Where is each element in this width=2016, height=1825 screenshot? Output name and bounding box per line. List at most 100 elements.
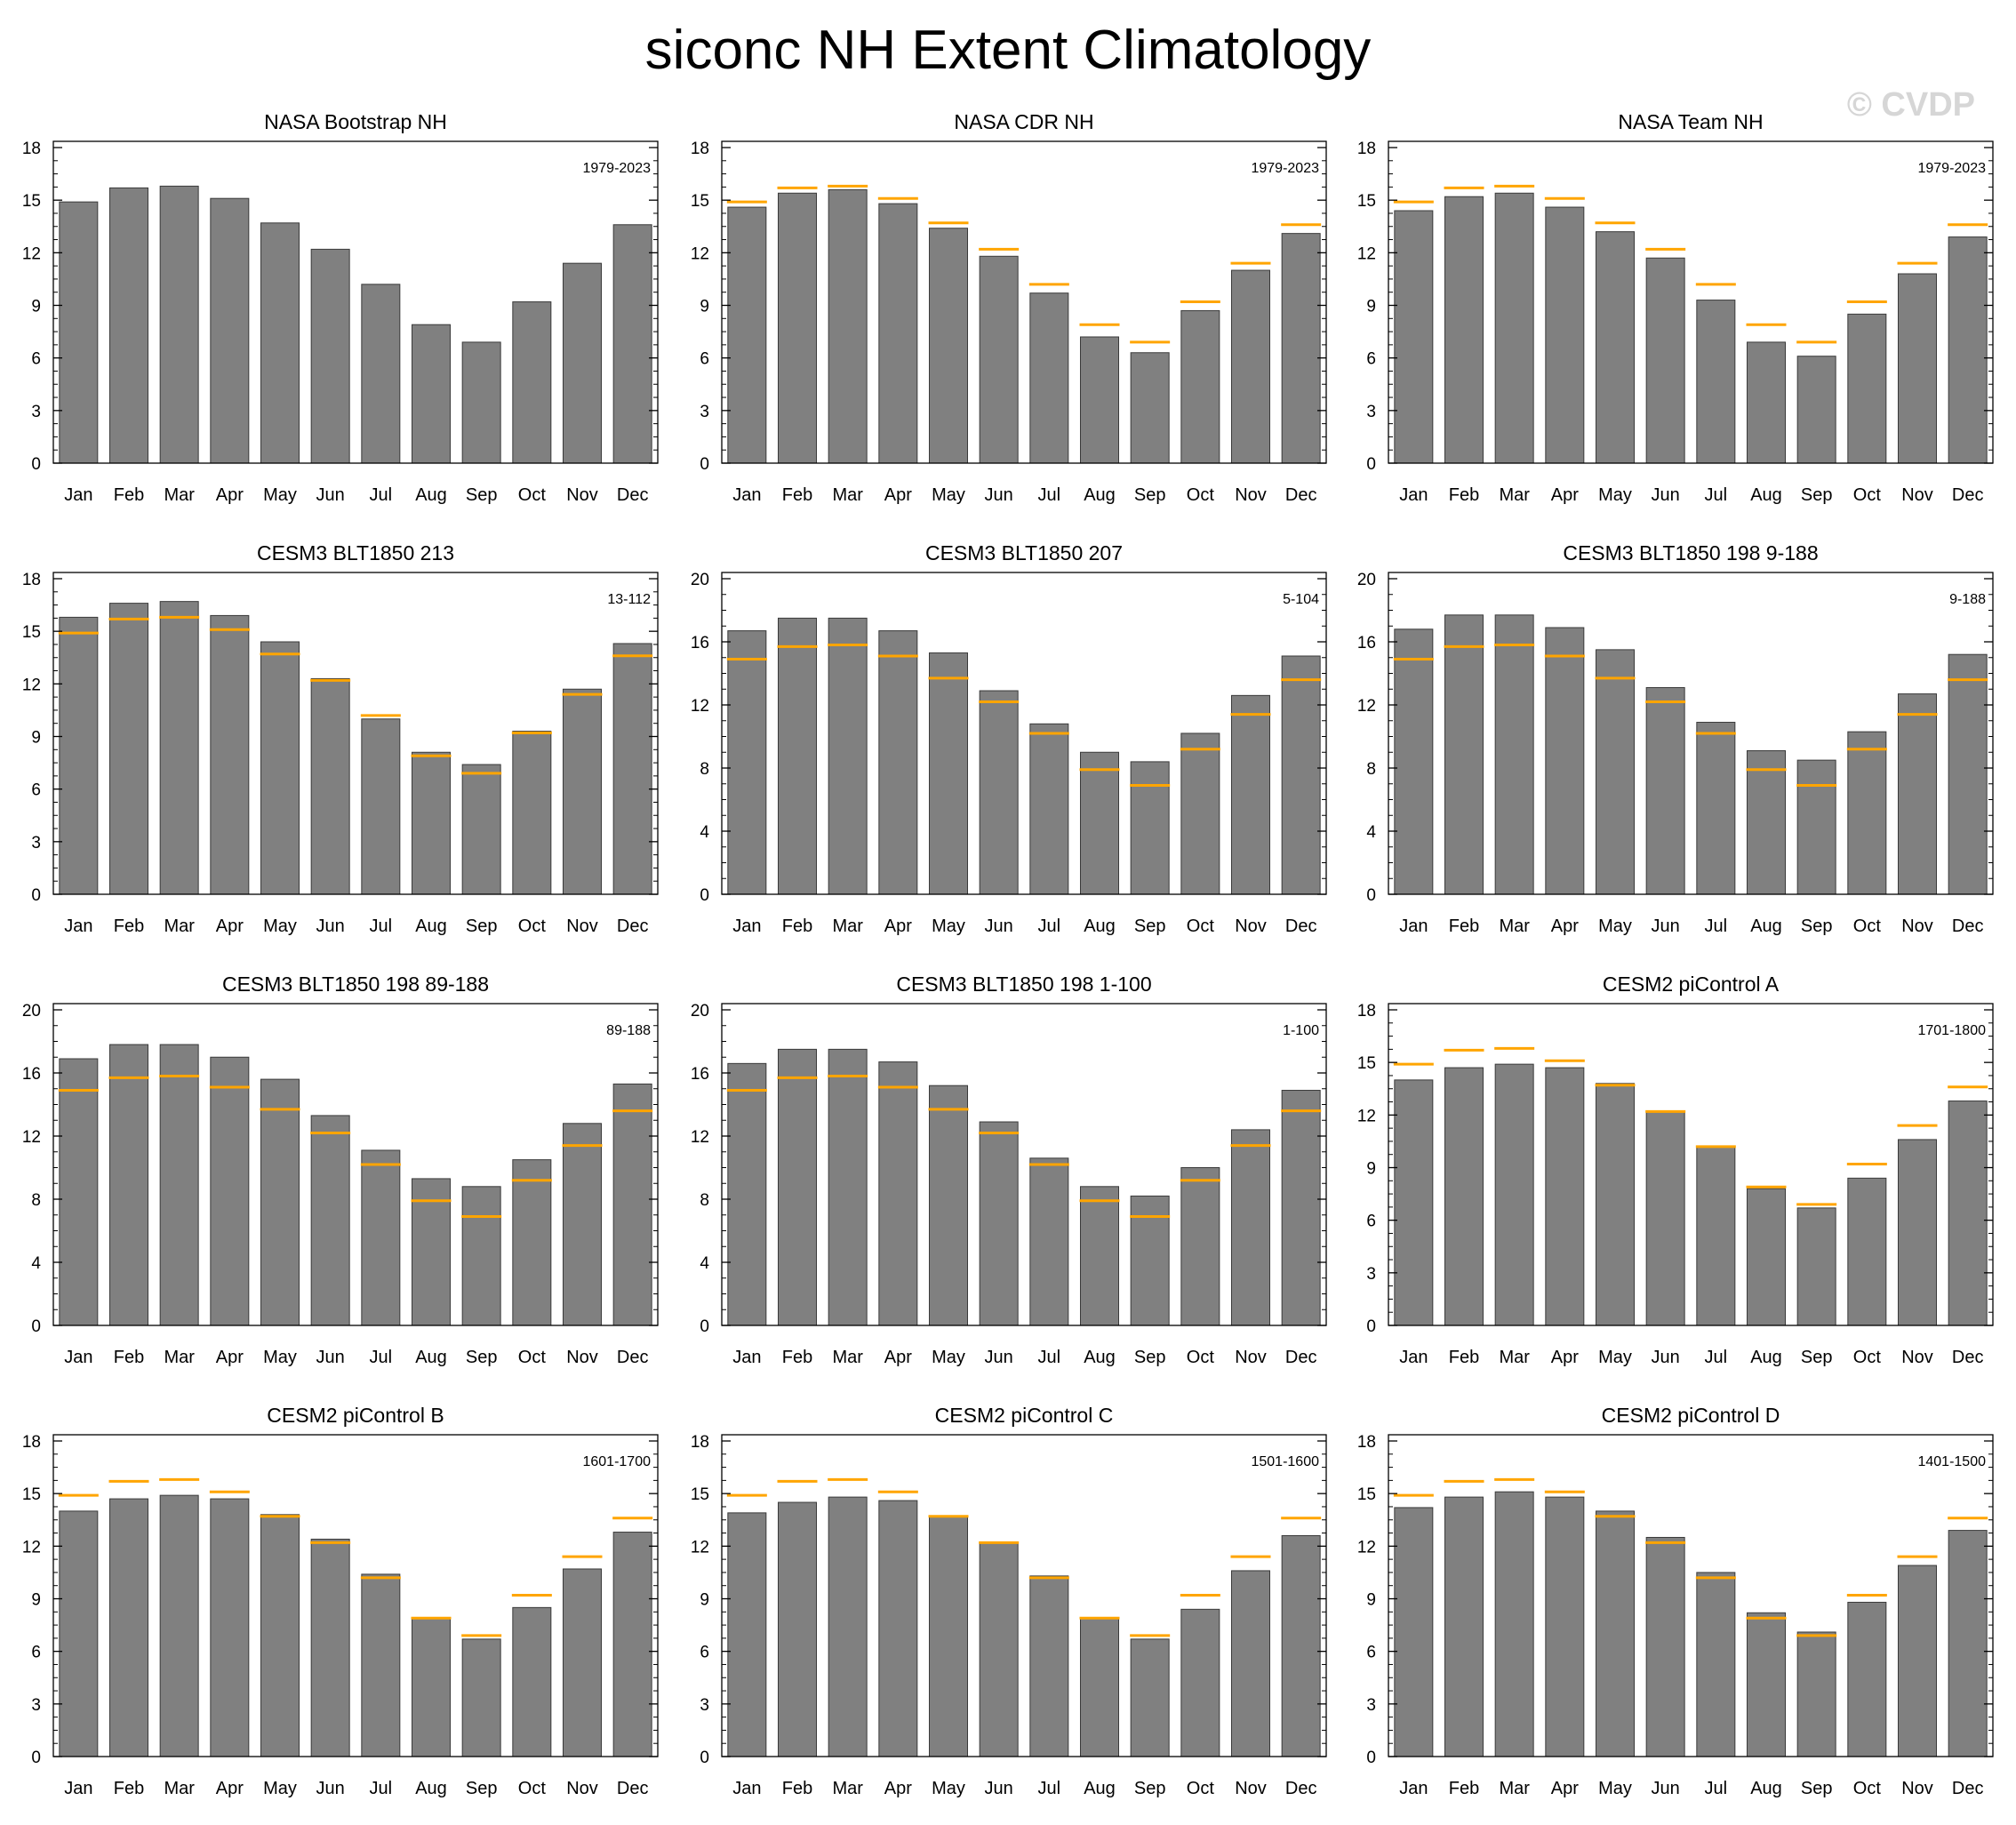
- x-tick-label: Sep: [466, 485, 498, 505]
- y-tick-label: 12: [22, 244, 41, 263]
- x-tick-label: Dec: [617, 1779, 649, 1798]
- x-tick-label: Jun: [316, 917, 345, 936]
- period-label: 1601-1700: [582, 1454, 651, 1469]
- bar-jun: [979, 1541, 1019, 1757]
- bar-jan: [1394, 628, 1434, 895]
- y-tick-label: 9: [700, 1591, 709, 1610]
- y-tick-label: 4: [700, 1254, 709, 1273]
- y-tick-label: 9: [1366, 298, 1376, 316]
- x-tick-label: Sep: [1134, 1779, 1166, 1798]
- x-tick-label: Mar: [832, 917, 863, 936]
- x-tick-label: Feb: [782, 917, 812, 936]
- bar-feb: [109, 1044, 148, 1326]
- bar-nov: [563, 1568, 602, 1757]
- bar-mar: [159, 185, 199, 464]
- y-tick-label: 4: [31, 1254, 41, 1273]
- x-tick-label: Jan: [64, 1348, 92, 1367]
- bar-oct: [1847, 731, 1887, 895]
- x-tick-label: Nov: [1901, 1348, 1933, 1367]
- x-tick-label: Jul: [1038, 917, 1061, 936]
- bar-mar: [1494, 614, 1534, 895]
- x-tick-label: Jan: [732, 1348, 761, 1367]
- bar-jan: [59, 616, 99, 895]
- bar-jan: [59, 1510, 99, 1757]
- panel-title: CESM2 piControl B: [267, 1404, 444, 1427]
- y-tick-label: 18: [691, 140, 709, 158]
- y-tick-label: 18: [1357, 140, 1376, 158]
- x-tick-label: May: [263, 1348, 297, 1367]
- x-tick-label: Nov: [1901, 485, 1933, 505]
- x-tick-label: Apr: [1551, 917, 1579, 936]
- y-tick-label: 0: [31, 1317, 41, 1336]
- x-tick-label: Feb: [782, 1779, 812, 1798]
- x-tick-label: Jun: [1652, 485, 1680, 505]
- x-tick-label: Jan: [1399, 1779, 1428, 1798]
- x-tick-label: Apr: [216, 1348, 244, 1367]
- bar-sep: [461, 1638, 501, 1757]
- plot-frame: [721, 1003, 1327, 1326]
- bar-jul: [1696, 722, 1736, 895]
- x-tick-label: Mar: [832, 485, 863, 505]
- x-tick-label: Oct: [1853, 917, 1882, 936]
- bar-feb: [778, 617, 817, 895]
- bar-dec: [1281, 1535, 1321, 1757]
- bar-jun: [1645, 1110, 1685, 1326]
- bar-mar: [159, 601, 199, 895]
- y-tick-label: 6: [31, 1644, 41, 1662]
- bar-nov: [563, 1123, 602, 1326]
- bar-dec: [1281, 1090, 1321, 1326]
- watermark: © CVDP: [1847, 86, 1975, 124]
- x-tick-label: Feb: [1449, 917, 1479, 936]
- x-tick-label: May: [932, 1348, 965, 1367]
- bar-mar: [828, 617, 868, 895]
- x-tick-label: Jan: [732, 917, 761, 936]
- bar-dec: [1948, 1530, 1988, 1757]
- x-tick-label: Dec: [1952, 1348, 1984, 1367]
- y-tick-label: 20: [691, 1002, 709, 1021]
- x-tick-label: Apr: [884, 917, 912, 936]
- x-tick-label: Sep: [1801, 1348, 1833, 1367]
- y-tick-label: 6: [700, 1644, 709, 1662]
- bar-jan: [59, 201, 99, 464]
- x-tick-label: May: [1598, 485, 1632, 505]
- y-tick-label: 3: [700, 403, 709, 421]
- y-tick-label: 9: [1366, 1160, 1376, 1179]
- y-tick-label: 8: [700, 760, 709, 779]
- x-tick-label: Apr: [1551, 1779, 1579, 1798]
- x-tick-label: Nov: [566, 1779, 598, 1798]
- period-label: 1501-1600: [1251, 1454, 1319, 1469]
- x-tick-label: Feb: [114, 1779, 144, 1798]
- x-tick-label: May: [263, 1779, 297, 1798]
- x-tick-label: Aug: [1750, 485, 1782, 505]
- bar-jun: [979, 1121, 1019, 1326]
- bar-oct: [512, 731, 552, 895]
- y-tick-label: 12: [691, 244, 709, 263]
- y-tick-label: 18: [22, 140, 41, 158]
- x-tick-label: Aug: [415, 917, 447, 936]
- x-tick-label: Jul: [1038, 485, 1061, 505]
- bar-sep: [1130, 352, 1170, 464]
- panel-title: NASA Team NH: [1618, 110, 1763, 133]
- bar-nov: [1231, 694, 1270, 895]
- x-tick-label: Jun: [316, 1348, 345, 1367]
- bar-jul: [1029, 723, 1069, 895]
- bar-jan: [1394, 210, 1434, 464]
- y-tick-label: 18: [22, 571, 41, 589]
- x-tick-label: Jan: [732, 1779, 761, 1798]
- y-tick-label: 12: [1357, 1107, 1376, 1125]
- x-tick-label: Jan: [1399, 485, 1428, 505]
- bar-nov: [1898, 273, 1937, 464]
- y-tick-label: 8: [31, 1191, 41, 1210]
- y-tick-label: 12: [1357, 244, 1376, 263]
- bar-jan: [1394, 1507, 1434, 1757]
- y-tick-label: 15: [691, 1485, 709, 1504]
- y-tick-label: 8: [700, 1191, 709, 1210]
- x-tick-label: Jun: [985, 1348, 1013, 1367]
- y-tick-label: 12: [22, 676, 41, 694]
- bar-dec: [1281, 233, 1321, 464]
- bar-oct: [512, 1606, 552, 1757]
- x-tick-label: Dec: [1952, 1779, 1984, 1798]
- bar-feb: [778, 1048, 817, 1326]
- y-tick-label: 18: [1357, 1002, 1376, 1021]
- bar-apr: [210, 197, 250, 464]
